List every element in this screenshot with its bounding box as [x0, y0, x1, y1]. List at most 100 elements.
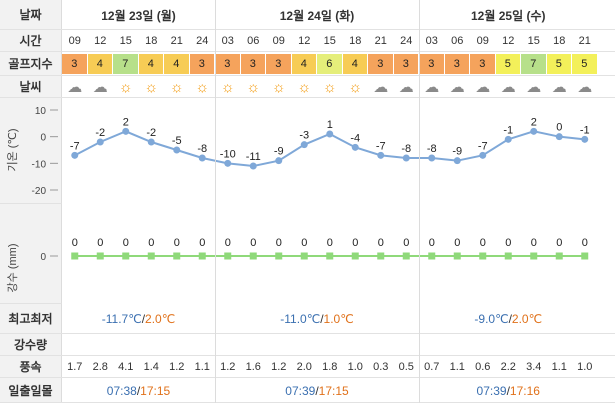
rain-value-label: 0: [250, 237, 256, 249]
wind-cell: 0.5: [398, 361, 414, 373]
golf-index-cell: 3: [240, 54, 266, 74]
wind-cell: 1.1: [551, 361, 567, 373]
rain-value-label: 0: [403, 237, 409, 249]
temp-point: [555, 133, 563, 141]
rain-value-label: 0: [225, 237, 231, 249]
golf-index-cell: 6: [317, 54, 343, 74]
wind-cell: 1.2: [271, 361, 287, 373]
golf-index-cell: 7: [521, 54, 547, 74]
temp-value-label: 2: [123, 116, 129, 128]
separator: /: [508, 312, 512, 326]
hour-cell: 21: [578, 35, 591, 47]
temp-point: [402, 154, 410, 162]
rain-tick-label: 0: [40, 252, 46, 263]
temp-value-label: -1: [503, 124, 513, 136]
temp-value-label: -3: [299, 130, 309, 142]
sun-icon: ☼: [118, 78, 133, 96]
temp-point: [224, 159, 232, 167]
max-temp: 2.0℃: [145, 312, 176, 326]
wind-cell: 2.8: [92, 361, 108, 373]
temp-point: [300, 141, 308, 149]
wind-cell: 1.0: [577, 361, 593, 373]
sunrise-time: 07:38: [106, 383, 137, 398]
rain-value-label: 0: [123, 237, 129, 249]
rain-point: [122, 252, 130, 260]
golf-index-cell: 3: [368, 54, 394, 74]
hour-cell: 03: [425, 35, 438, 47]
hour-cell: 09: [68, 35, 81, 47]
rain-point: [300, 252, 308, 260]
golf-index-cell: 4: [87, 54, 113, 74]
rain-axis-title: 강수 (mm): [6, 244, 19, 293]
wind-cell: 2.2: [500, 361, 516, 373]
precip-label: 강수량: [0, 334, 62, 356]
temperature-chart: 기온 (℃)100-10-20-7-22-2-5-8 -10 -11 -9-31-4-…: [6, 106, 590, 197]
hour-cell: 09: [272, 35, 285, 47]
temp-value-label: -7: [70, 140, 80, 152]
cloud-icon: ☁: [551, 79, 567, 96]
golf-index-cell: 5: [495, 54, 521, 74]
temp-value-label: -10: [220, 148, 236, 160]
temp-point: [351, 143, 359, 151]
hour-cell: 12: [502, 35, 515, 47]
separator: /: [141, 312, 146, 326]
rain-point: [377, 252, 385, 260]
wind-cell: 1.6: [245, 361, 261, 373]
temp-point: [326, 130, 334, 138]
temp-value-label: -2: [146, 127, 156, 139]
hour-cell: 12: [298, 35, 311, 47]
golf-index-cell: 3: [189, 54, 215, 74]
rain-value-label: 0: [276, 237, 282, 249]
temp-value-label: -2: [95, 127, 105, 139]
sunset-time: 17:15: [318, 383, 349, 398]
temp-point: [173, 146, 181, 154]
temp-value-label: -7: [376, 140, 386, 152]
rain-value-label: 0: [72, 237, 78, 249]
rain-point: [555, 252, 563, 260]
temp-tick-label: 0: [40, 133, 46, 144]
cloud-icon: ☁: [373, 79, 389, 96]
temp-tick-label: 10: [35, 106, 47, 117]
date-label: 날짜: [0, 0, 62, 30]
temp-point: [377, 151, 385, 159]
cloud-icon: ☁: [67, 79, 83, 96]
separator: /: [506, 383, 510, 398]
hour-cell: 06: [247, 35, 260, 47]
wind-cell: 1.8: [322, 361, 338, 373]
golf-index-cell: 3: [419, 54, 445, 74]
temp-axis-area: [0, 98, 62, 204]
hour-cell: 18: [553, 35, 566, 47]
golf-index-cell: 4: [138, 54, 164, 74]
wind-cell: 1.2: [169, 361, 185, 373]
temp-point: [122, 127, 130, 135]
temp-point: [581, 135, 589, 143]
temp-tick-label: -10: [32, 159, 47, 170]
wind-cell: 0.3: [373, 361, 389, 373]
temp-point: [147, 138, 155, 146]
day-header: 12월 24일 (화): [279, 8, 355, 23]
sun-label: 일출일몰: [0, 378, 62, 403]
separator: /: [320, 312, 324, 326]
rain-point: [71, 252, 79, 260]
rain-value-label: 0: [454, 237, 460, 249]
temp-value-label: -9: [452, 146, 462, 158]
sun-cell: 07:39/17:16: [419, 378, 598, 403]
hour-cell: 15: [323, 35, 336, 47]
wind-cell: 0.6: [475, 361, 491, 373]
hour-cell: 21: [170, 35, 183, 47]
rain-point: [479, 252, 487, 260]
cloud-icon: ☁: [475, 79, 491, 96]
rain-point: [453, 252, 461, 260]
temp-point: [479, 151, 487, 159]
sun-icon: ☼: [322, 78, 337, 96]
wind-cell: 1.7: [67, 361, 83, 373]
sun-icon: ☼: [169, 78, 184, 96]
rain-point: [530, 252, 538, 260]
temp-point: [453, 157, 461, 165]
hour-cell: 21: [374, 35, 387, 47]
temp-point: [428, 154, 436, 162]
rain-point: [581, 252, 589, 260]
sunrise-time: 07:39: [285, 383, 316, 398]
golf-index-cell: 3: [470, 54, 496, 74]
sun-cell: 07:39/17:15: [215, 378, 419, 403]
